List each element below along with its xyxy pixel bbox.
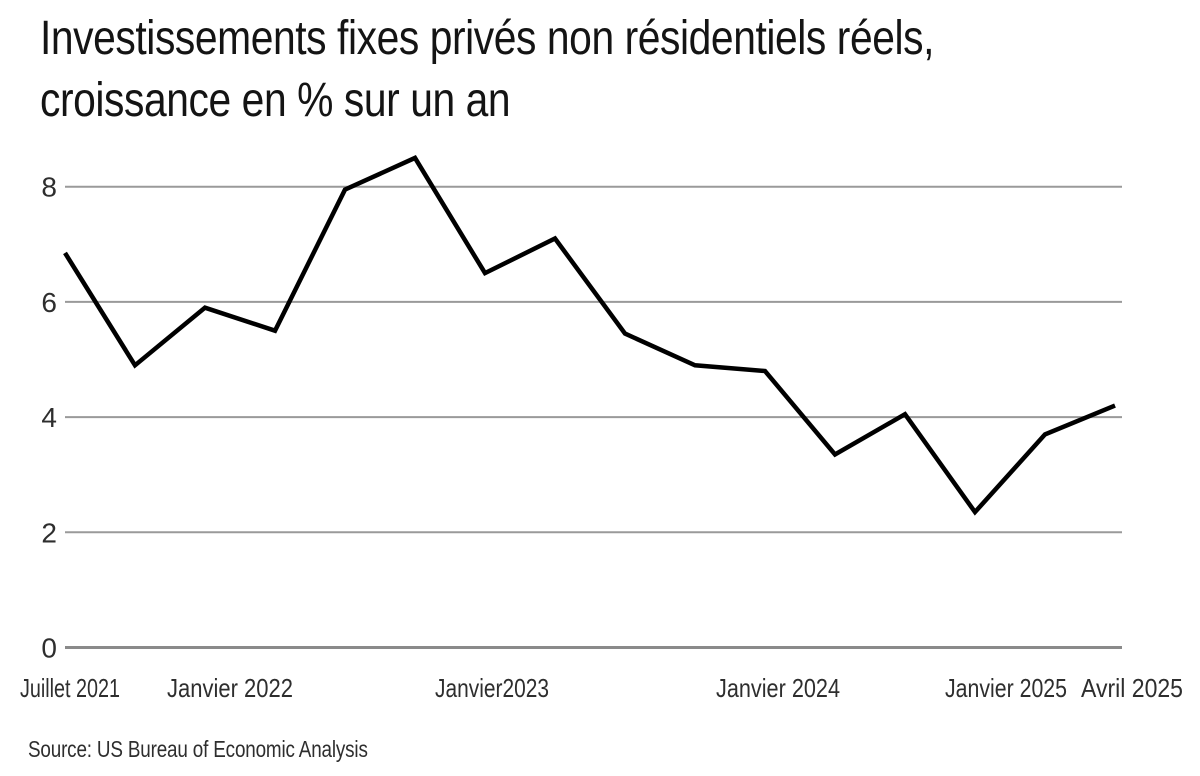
chart-title: Investissements fixes privés non résiden… [40, 12, 935, 127]
source-note: Source: US Bureau of Economic Analysis [28, 736, 368, 762]
y-tick-label: 8 [41, 172, 57, 203]
x-tick-label: Janvier2023 [435, 673, 549, 703]
y-tick-label: 4 [41, 402, 57, 433]
x-tick-label: Juillet 2021 [20, 673, 120, 703]
x-tick-label: Janvier 2024 [716, 673, 840, 703]
x-tick-label: Avril 2025 [1081, 673, 1183, 703]
data-line [63, 155, 1116, 516]
y-tick-label: 6 [41, 287, 57, 318]
x-tick-label: Janvier 2022 [167, 673, 293, 703]
y-tick-label: 2 [41, 517, 57, 548]
x-tick-label: Janvier 2025 [945, 673, 1067, 703]
y-tick-label: 0 [41, 633, 57, 664]
